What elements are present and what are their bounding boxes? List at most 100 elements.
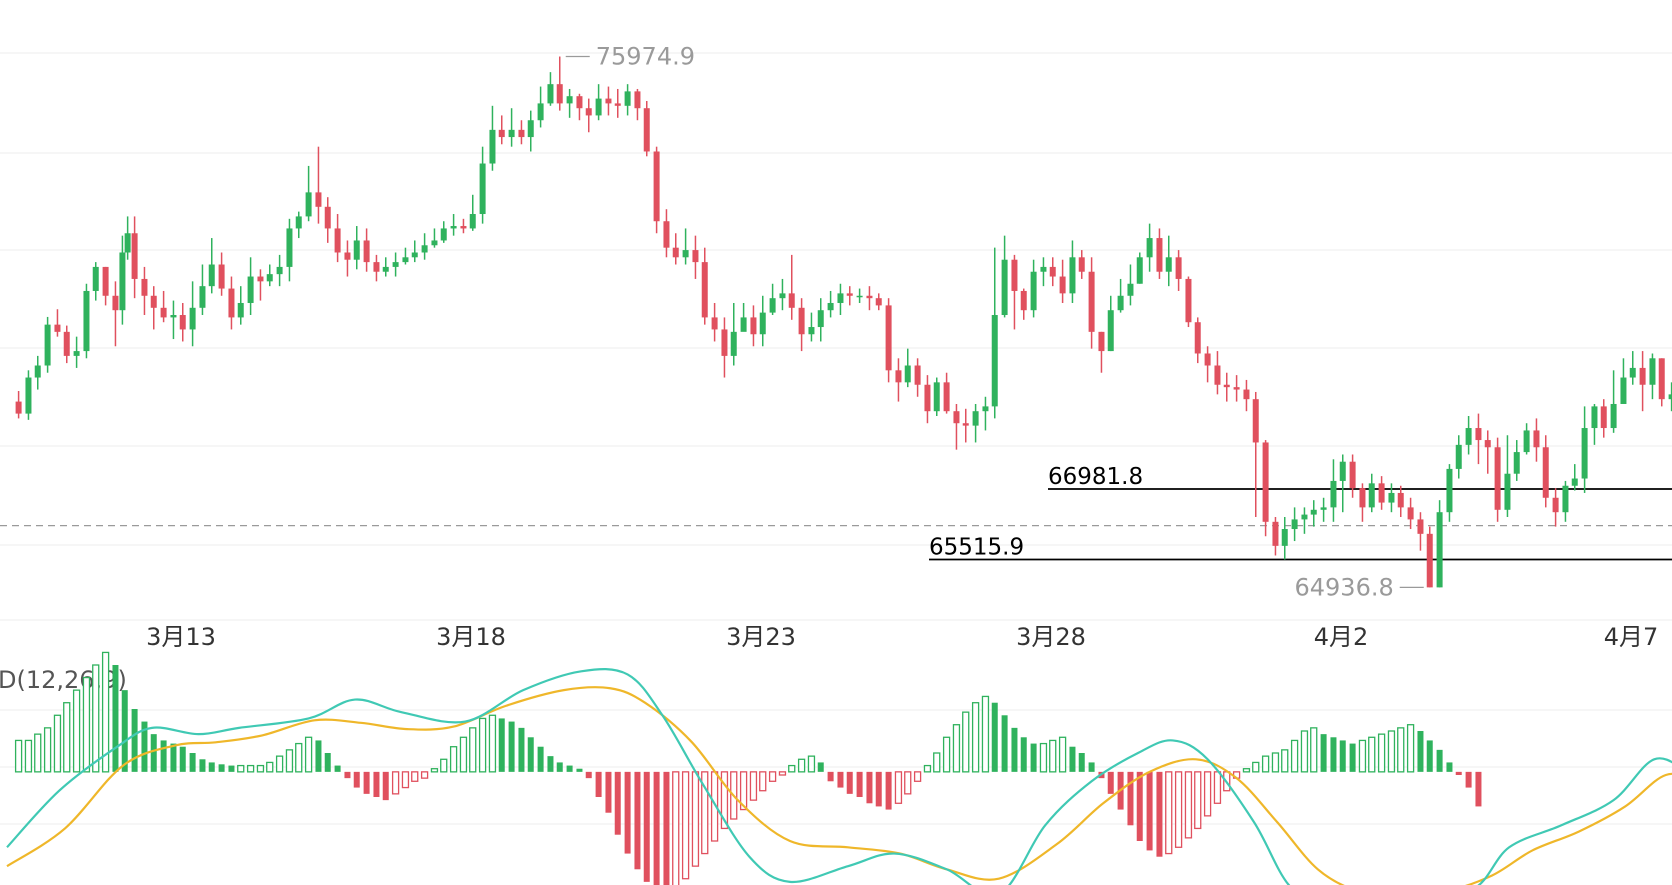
candle[interactable] — [663, 209, 670, 258]
candle[interactable] — [885, 298, 892, 383]
candle[interactable] — [1494, 437, 1501, 522]
candle[interactable] — [1301, 507, 1308, 534]
candle[interactable] — [450, 214, 457, 236]
candle[interactable] — [769, 283, 776, 316]
candle[interactable] — [1233, 375, 1240, 402]
candle[interactable] — [1214, 351, 1221, 395]
candle[interactable] — [363, 228, 370, 272]
candle[interactable] — [817, 298, 824, 342]
candle[interactable] — [150, 286, 157, 330]
candle[interactable] — [1562, 480, 1569, 522]
candle[interactable] — [1349, 454, 1356, 498]
candle[interactable] — [1417, 512, 1424, 551]
candle[interactable] — [721, 317, 728, 378]
candle[interactable] — [34, 355, 41, 390]
candle[interactable] — [595, 84, 602, 121]
candle[interactable] — [305, 165, 312, 222]
candle[interactable] — [1649, 353, 1656, 400]
candle[interactable] — [1455, 435, 1462, 479]
candle[interactable] — [1291, 507, 1298, 542]
candle[interactable] — [837, 283, 844, 316]
candle[interactable] — [614, 88, 621, 118]
candle[interactable] — [904, 348, 911, 388]
candle[interactable] — [460, 218, 467, 234]
candle[interactable] — [1446, 464, 1453, 522]
candle[interactable] — [585, 98, 592, 133]
candle[interactable] — [1156, 228, 1163, 279]
candle[interactable] — [1600, 399, 1607, 438]
candle[interactable] — [237, 286, 244, 325]
candle[interactable] — [170, 300, 177, 340]
candle[interactable] — [730, 302, 737, 366]
candle[interactable] — [344, 240, 351, 277]
candle[interactable] — [1426, 526, 1433, 588]
candle[interactable] — [991, 247, 998, 419]
candle[interactable] — [54, 309, 61, 337]
candle[interactable] — [808, 312, 815, 342]
candle[interactable] — [1127, 264, 1134, 306]
candle[interactable] — [846, 286, 853, 306]
candle[interactable] — [141, 266, 148, 316]
candle[interactable] — [1359, 483, 1366, 522]
candle[interactable] — [1117, 278, 1124, 313]
candle[interactable] — [44, 316, 51, 373]
candle[interactable] — [933, 377, 940, 417]
candle[interactable] — [218, 252, 225, 296]
candle[interactable] — [1397, 485, 1404, 518]
candle[interactable] — [1378, 476, 1385, 510]
candle[interactable] — [382, 257, 389, 277]
candle[interactable] — [276, 254, 283, 287]
candle[interactable] — [25, 370, 32, 420]
candle[interactable] — [788, 254, 795, 320]
candle[interactable] — [1484, 430, 1491, 474]
candle[interactable] — [634, 88, 641, 121]
candle[interactable] — [1388, 483, 1395, 513]
candle[interactable] — [1020, 288, 1027, 320]
candle[interactable] — [866, 286, 873, 311]
candle[interactable] — [489, 105, 496, 171]
candle[interactable] — [131, 216, 138, 299]
candle[interactable] — [334, 214, 341, 263]
candle[interactable] — [1098, 331, 1105, 373]
candle[interactable] — [672, 233, 679, 265]
candle[interactable] — [199, 264, 206, 316]
candle[interactable] — [1049, 257, 1056, 287]
candle[interactable] — [1059, 259, 1066, 303]
candle[interactable] — [1407, 497, 1414, 530]
candle[interactable] — [1436, 500, 1443, 588]
candle[interactable] — [266, 264, 273, 287]
candle[interactable] — [1610, 370, 1617, 433]
candle[interactable] — [1040, 257, 1047, 287]
candle[interactable] — [179, 302, 186, 342]
candle[interactable] — [295, 211, 302, 239]
candle[interactable] — [953, 403, 960, 450]
candle[interactable] — [440, 221, 447, 243]
candle[interactable] — [740, 302, 747, 332]
candle[interactable] — [228, 276, 235, 330]
candle[interactable] — [924, 375, 931, 424]
candle[interactable] — [972, 403, 979, 443]
candle[interactable] — [324, 197, 331, 243]
candle[interactable] — [827, 290, 834, 318]
candle[interactable] — [1533, 418, 1540, 462]
candle[interactable] — [576, 93, 583, 121]
candle[interactable] — [1310, 500, 1317, 527]
candle[interactable] — [247, 257, 254, 316]
candle[interactable] — [1330, 459, 1337, 522]
candle[interactable] — [556, 56, 563, 111]
candle[interactable] — [547, 72, 554, 106]
candle[interactable] — [1523, 423, 1530, 455]
candle[interactable] — [160, 290, 167, 323]
candle[interactable] — [1011, 254, 1018, 330]
candle[interactable] — [479, 146, 486, 224]
candle[interactable] — [1668, 382, 1672, 412]
candle[interactable] — [711, 302, 718, 342]
candle[interactable] — [1658, 358, 1665, 407]
candle[interactable] — [1136, 252, 1143, 284]
candle[interactable] — [15, 390, 22, 419]
candle[interactable] — [1194, 317, 1201, 364]
candle[interactable] — [1030, 259, 1037, 318]
candle[interactable] — [1339, 454, 1346, 513]
candle[interactable] — [402, 247, 409, 265]
